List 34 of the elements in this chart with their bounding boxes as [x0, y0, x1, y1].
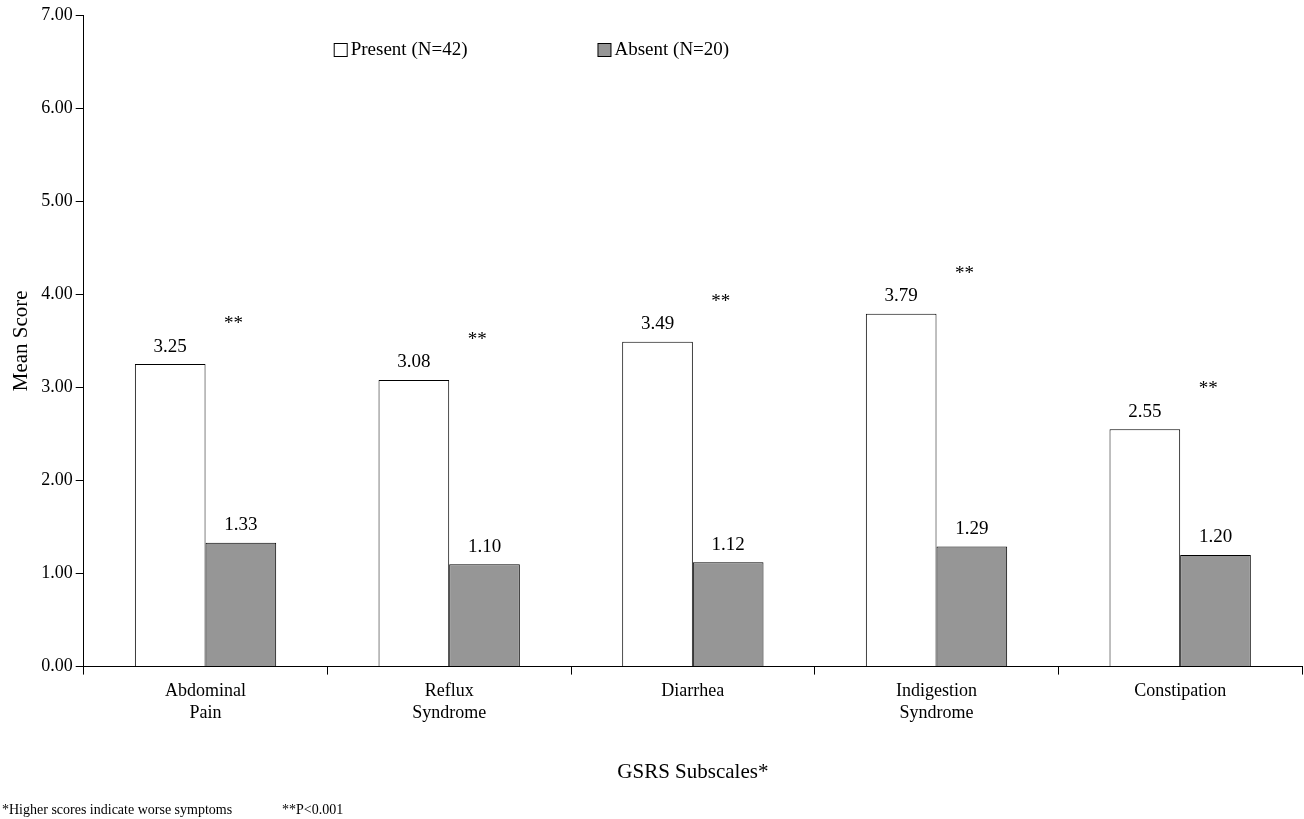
data-label: 3.49 — [640, 312, 675, 334]
data-label: 1.33 — [224, 513, 258, 535]
y-tick-label: 1.00 — [41, 562, 73, 583]
y-tick-label: 0.00 — [41, 655, 73, 676]
y-tick-label: 4.00 — [41, 282, 73, 303]
x-axis-title: GSRS Subscales* — [617, 758, 769, 783]
data-label: 3.25 — [153, 334, 187, 356]
x-tick-label: Diarrhea — [661, 680, 725, 701]
text: *Higher scores indicate worse symptoms — [2, 801, 233, 817]
data-label: 1.12 — [711, 532, 745, 554]
annotation: ** — [711, 289, 731, 311]
x-tick-label: Abdominal Pain — [165, 680, 247, 722]
annotation: ** — [1198, 377, 1218, 399]
data-label: 3.08 — [397, 350, 431, 372]
x-tick-label: Reflux Syndrome — [412, 680, 487, 722]
data-label: 3.79 — [884, 284, 918, 306]
x-tick-label: Constipation — [1134, 680, 1227, 701]
y-tick-label: 7.00 — [41, 3, 73, 24]
y-tick-label: 6.00 — [41, 96, 73, 117]
legend-label: Absent (N=20) — [614, 37, 730, 60]
x-tick-label: Indigestion Syndrome — [896, 680, 978, 722]
y-tick-label: 2.00 — [41, 469, 73, 490]
annotation: ** — [955, 261, 975, 283]
data-label: 1.29 — [955, 517, 989, 538]
data-label: 1.10 — [467, 534, 502, 556]
annotation: ** — [224, 312, 244, 334]
data-label: 2.55 — [1128, 399, 1162, 421]
y-axis-title: Mean Score — [8, 290, 33, 392]
legend-label: Present (N=42) — [350, 37, 468, 60]
y-tick-label: 3.00 — [41, 376, 73, 397]
y-tick-label: 5.00 — [41, 189, 73, 210]
data-label: 1.20 — [1198, 525, 1233, 547]
annotation: ** — [467, 327, 487, 349]
text: **P<0.001 — [282, 801, 344, 817]
